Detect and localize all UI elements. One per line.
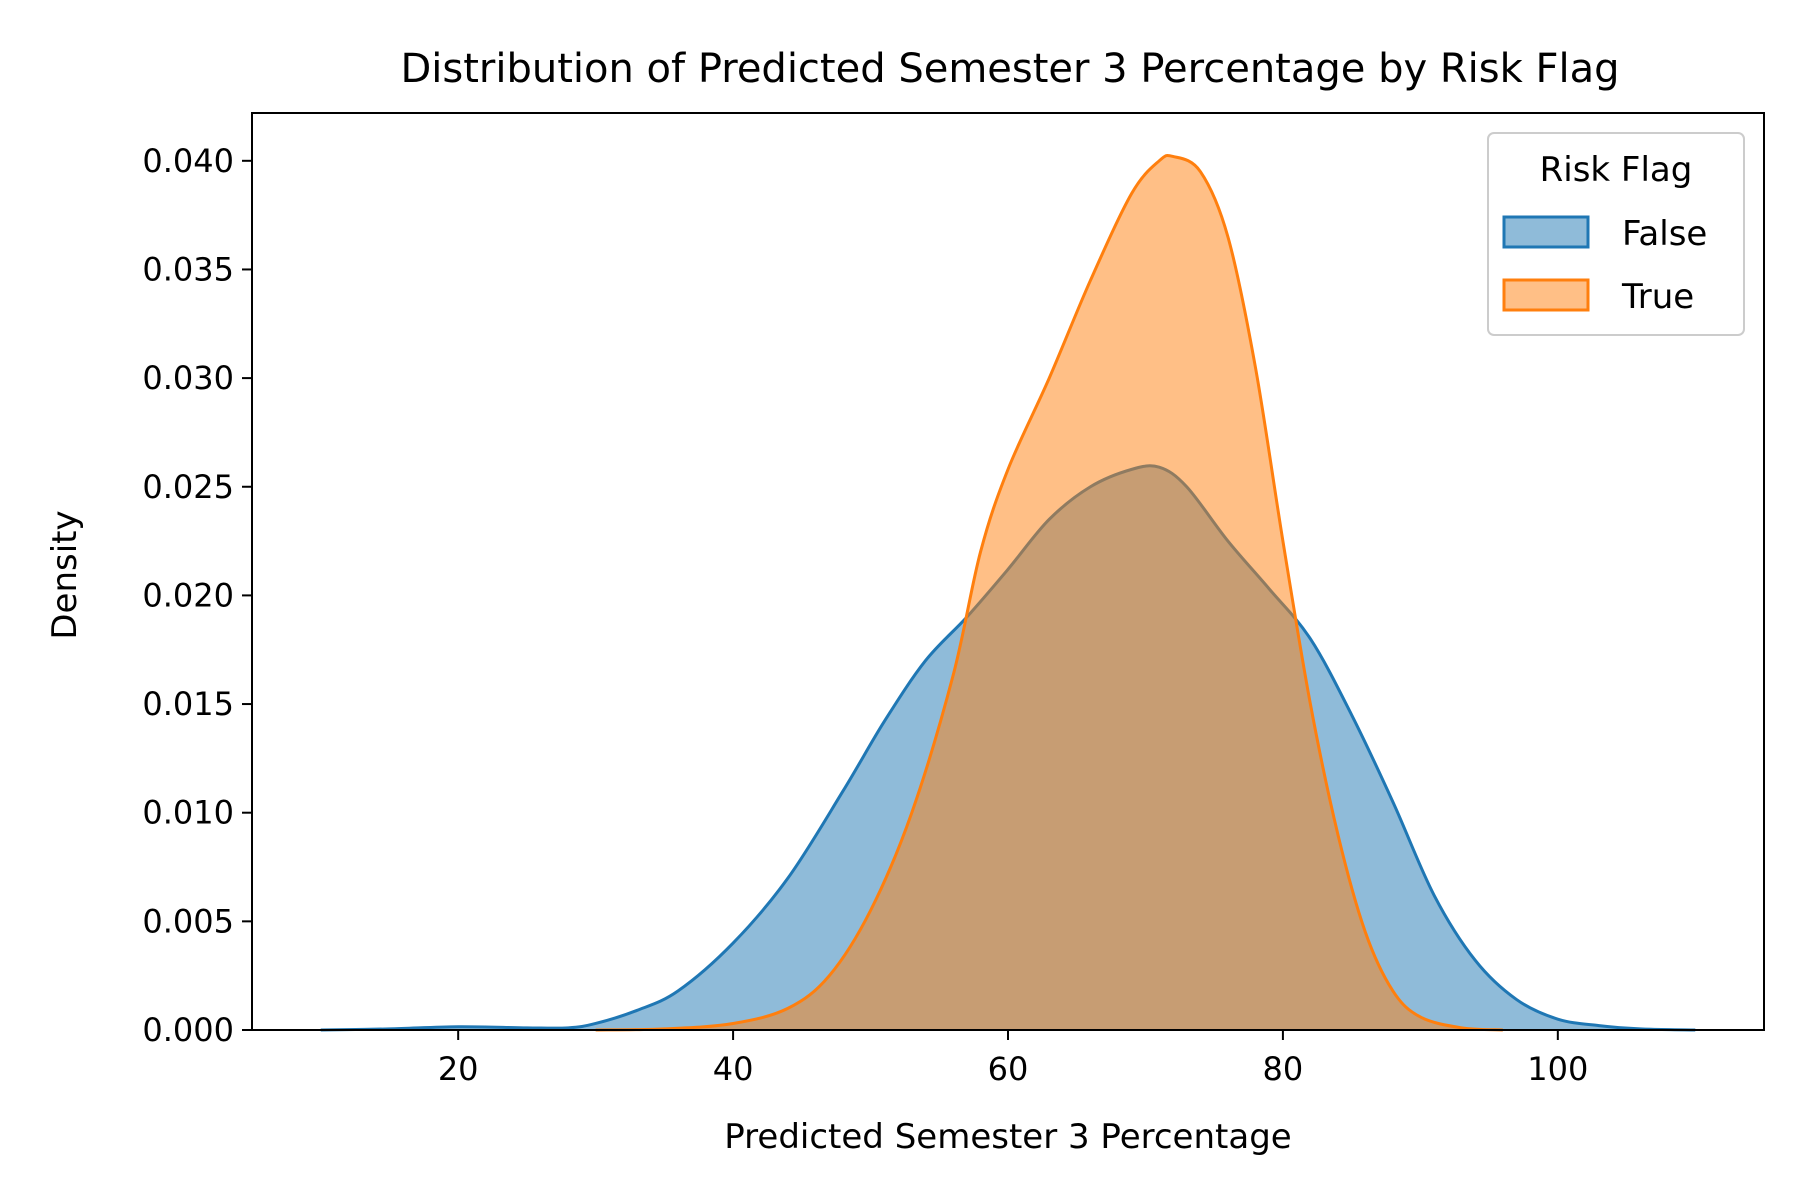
y-tick-label: 0.000 <box>142 1011 234 1049</box>
y-tick-label: 0.015 <box>142 685 234 723</box>
y-tick-label: 0.030 <box>142 359 234 397</box>
y-tick-label: 0.020 <box>142 576 234 614</box>
chart-title: Distribution of Predicted Semester 3 Per… <box>400 46 1619 92</box>
y-tick-label: 0.040 <box>142 142 234 180</box>
x-tick-label: 100 <box>1527 1050 1588 1088</box>
legend-swatch-false <box>1502 215 1590 249</box>
x-tick-label: 20 <box>438 1050 479 1088</box>
series-line-true <box>595 153 1503 1032</box>
series-layer <box>320 153 1696 1032</box>
y-axis-label: Density <box>45 510 85 639</box>
y-tick-label: 0.035 <box>142 250 234 288</box>
x-tick-label: 80 <box>1263 1050 1304 1088</box>
y-tick-label: 0.025 <box>142 468 234 506</box>
legend: Risk Flag False True <box>1487 132 1745 336</box>
legend-title: Risk Flag <box>1540 150 1693 190</box>
legend-label-true: True <box>1621 277 1694 317</box>
legend-label-false: False <box>1622 214 1707 254</box>
legend-swatch-true <box>1502 278 1590 312</box>
y-axis-ticks: 0.000 0.005 0.010 0.015 0.020 0.025 0.030 0.035… <box>142 142 252 1049</box>
series-area-true <box>595 155 1503 1031</box>
x-tick-label: 40 <box>713 1050 754 1088</box>
x-tick-label: 60 <box>988 1050 1029 1088</box>
x-axis-ticks: 20 40 60 80 100 <box>438 1030 1588 1088</box>
y-tick-label: 0.010 <box>142 794 234 832</box>
y-tick-label: 0.005 <box>142 902 234 940</box>
x-axis-label: Predicted Semester 3 Percentage <box>724 1117 1291 1157</box>
